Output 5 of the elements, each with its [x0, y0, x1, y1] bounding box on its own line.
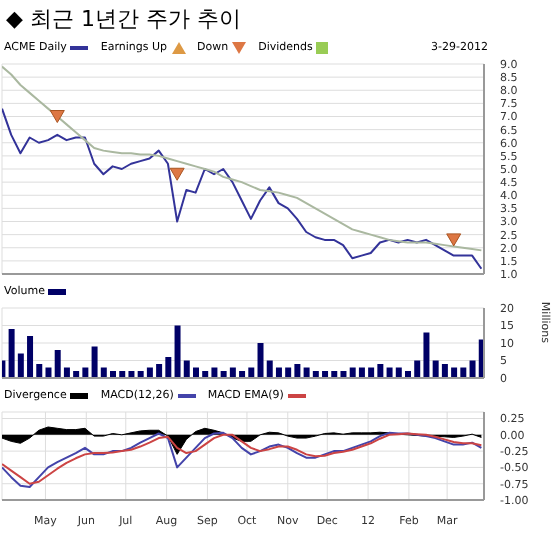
- point: [169, 167, 185, 181]
- chart-title: ◆ 최근 1년간 주가 추이: [4, 4, 243, 36]
- line-series: [2, 107, 483, 270]
- point: [49, 110, 65, 123]
- point: [446, 233, 462, 247]
